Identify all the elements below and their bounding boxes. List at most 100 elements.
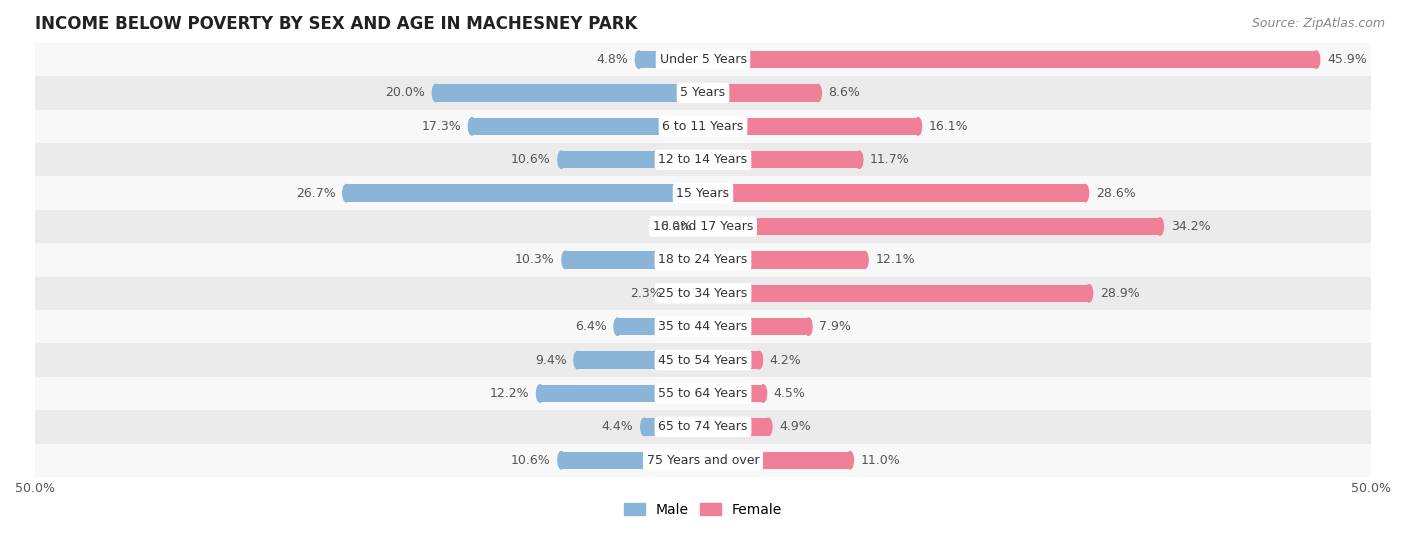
Circle shape	[614, 318, 621, 335]
Text: 28.6%: 28.6%	[1095, 187, 1136, 200]
Bar	[703, 84, 818, 102]
Circle shape	[537, 385, 544, 402]
Bar	[561, 151, 703, 168]
Text: 9.4%: 9.4%	[534, 354, 567, 367]
Text: 20.0%: 20.0%	[385, 87, 425, 100]
Text: 6.4%: 6.4%	[575, 320, 607, 333]
Bar	[35, 43, 1371, 76]
Text: 45 to 54 Years: 45 to 54 Years	[658, 354, 748, 367]
Text: 12.1%: 12.1%	[876, 253, 915, 267]
Circle shape	[814, 84, 821, 102]
Text: 45.9%: 45.9%	[1327, 53, 1367, 66]
Circle shape	[1081, 184, 1088, 202]
Bar	[35, 410, 1371, 443]
Text: 55 to 64 Years: 55 to 64 Years	[658, 387, 748, 400]
Circle shape	[574, 352, 581, 369]
Circle shape	[1085, 285, 1092, 302]
Bar	[35, 443, 1371, 477]
Bar	[672, 285, 703, 302]
Text: 18 to 24 Years: 18 to 24 Years	[658, 253, 748, 267]
Text: 5 Years: 5 Years	[681, 87, 725, 100]
Text: INCOME BELOW POVERTY BY SEX AND AGE IN MACHESNEY PARK: INCOME BELOW POVERTY BY SEX AND AGE IN M…	[35, 15, 637, 33]
Text: 4.4%: 4.4%	[602, 420, 634, 433]
Bar	[35, 343, 1371, 377]
Text: 12 to 14 Years: 12 to 14 Years	[658, 153, 748, 166]
Text: 16 and 17 Years: 16 and 17 Years	[652, 220, 754, 233]
Text: 65 to 74 Years: 65 to 74 Years	[658, 420, 748, 433]
Bar	[703, 251, 865, 268]
Text: 4.5%: 4.5%	[773, 387, 806, 400]
Text: 15 Years: 15 Years	[676, 187, 730, 200]
Bar	[565, 251, 703, 268]
Text: 11.7%: 11.7%	[870, 153, 910, 166]
Text: 0.0%: 0.0%	[661, 220, 692, 233]
Bar	[472, 118, 703, 135]
Text: 7.9%: 7.9%	[820, 320, 851, 333]
Text: 25 to 34 Years: 25 to 34 Years	[658, 287, 748, 300]
Bar	[35, 377, 1371, 410]
Text: 4.8%: 4.8%	[596, 53, 628, 66]
Text: 35 to 44 Years: 35 to 44 Years	[658, 320, 748, 333]
Bar	[644, 418, 703, 435]
Bar	[703, 452, 851, 469]
Bar	[703, 418, 769, 435]
Bar	[703, 385, 763, 402]
Bar	[35, 277, 1371, 310]
Circle shape	[856, 151, 863, 168]
Text: 10.6%: 10.6%	[510, 454, 551, 467]
Text: 75 Years and over: 75 Years and over	[647, 454, 759, 467]
Circle shape	[759, 385, 766, 402]
Circle shape	[558, 452, 565, 469]
Bar	[638, 51, 703, 68]
Bar	[703, 318, 808, 335]
Text: 16.1%: 16.1%	[929, 120, 969, 133]
Bar	[703, 218, 1160, 235]
Text: 26.7%: 26.7%	[295, 187, 336, 200]
Bar	[35, 143, 1371, 177]
Circle shape	[562, 251, 569, 268]
Text: 10.6%: 10.6%	[510, 153, 551, 166]
Text: 28.9%: 28.9%	[1099, 287, 1139, 300]
Circle shape	[432, 84, 439, 102]
Legend: Male, Female: Male, Female	[619, 497, 787, 522]
Circle shape	[1313, 51, 1320, 68]
Text: 11.0%: 11.0%	[860, 454, 900, 467]
Bar	[703, 184, 1085, 202]
Circle shape	[468, 118, 475, 135]
Bar	[35, 76, 1371, 110]
Circle shape	[915, 118, 921, 135]
Bar	[703, 352, 759, 369]
Circle shape	[343, 184, 350, 202]
Text: 8.6%: 8.6%	[828, 87, 860, 100]
Circle shape	[755, 352, 762, 369]
Circle shape	[558, 151, 565, 168]
Text: 2.3%: 2.3%	[630, 287, 662, 300]
Text: 10.3%: 10.3%	[515, 253, 555, 267]
Bar	[540, 385, 703, 402]
Text: 34.2%: 34.2%	[1171, 220, 1211, 233]
Circle shape	[765, 418, 772, 435]
Text: 4.2%: 4.2%	[770, 354, 801, 367]
Bar	[35, 310, 1371, 343]
Bar	[578, 352, 703, 369]
Bar	[561, 452, 703, 469]
Circle shape	[846, 452, 853, 469]
Text: 6 to 11 Years: 6 to 11 Years	[662, 120, 744, 133]
Text: Source: ZipAtlas.com: Source: ZipAtlas.com	[1251, 17, 1385, 30]
Circle shape	[862, 251, 868, 268]
Bar	[346, 184, 703, 202]
Bar	[35, 177, 1371, 210]
Bar	[617, 318, 703, 335]
Bar	[703, 51, 1316, 68]
Bar	[703, 118, 918, 135]
Text: Under 5 Years: Under 5 Years	[659, 53, 747, 66]
Text: 17.3%: 17.3%	[422, 120, 461, 133]
Bar	[35, 210, 1371, 243]
Circle shape	[1157, 218, 1163, 235]
Circle shape	[641, 418, 648, 435]
Bar	[35, 110, 1371, 143]
Bar	[35, 243, 1371, 277]
Text: 12.2%: 12.2%	[489, 387, 529, 400]
Bar	[436, 84, 703, 102]
Text: 4.9%: 4.9%	[779, 420, 811, 433]
